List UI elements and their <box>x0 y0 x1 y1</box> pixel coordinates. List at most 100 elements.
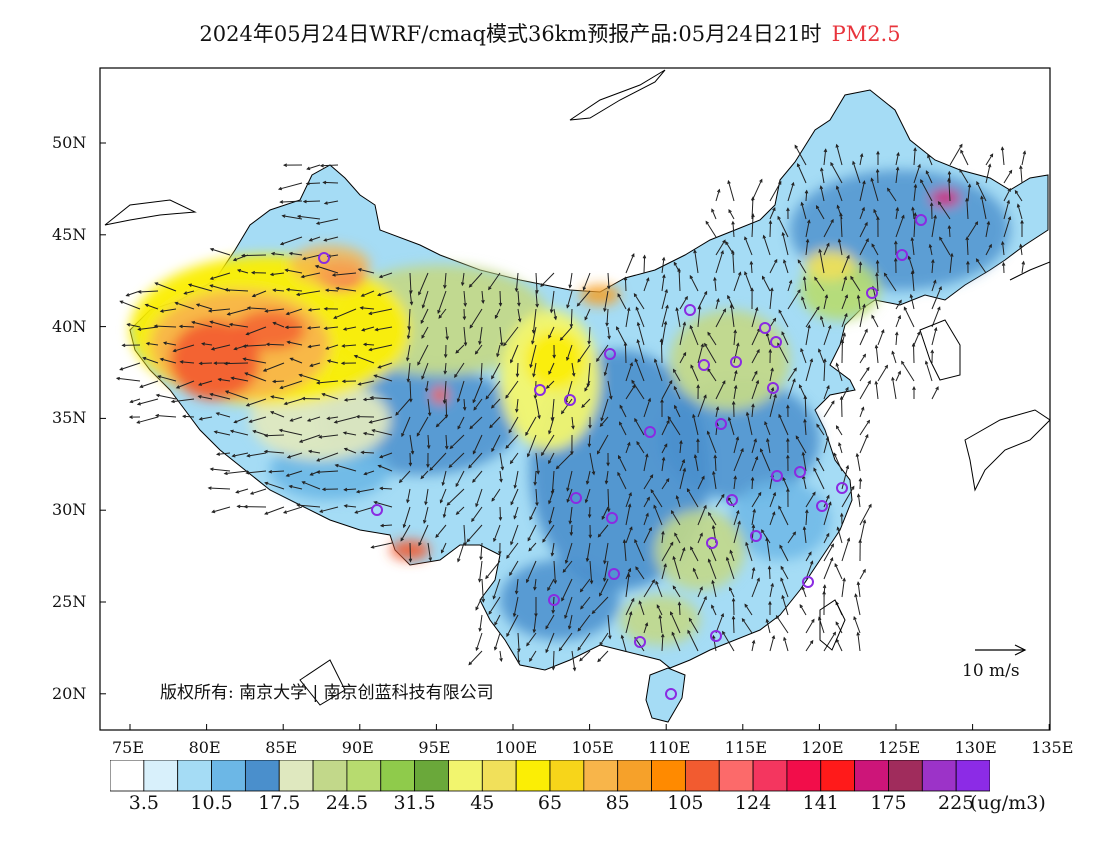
wind-arrow <box>309 362 321 367</box>
wind-arrow <box>503 326 519 347</box>
wind-arrow <box>727 179 735 202</box>
wind-arrow <box>527 524 537 542</box>
y-axis-label: 25N <box>52 592 87 611</box>
wind-arrow <box>769 287 774 310</box>
wind-arrow <box>416 416 429 437</box>
wind-arrow <box>162 341 177 346</box>
wind-arrow <box>444 434 449 450</box>
wind-arrow <box>277 182 303 191</box>
wind-arrow <box>620 634 627 652</box>
wind-arrow <box>499 326 504 347</box>
wind-arrow <box>607 326 611 340</box>
wind-arrow <box>895 299 902 310</box>
wind-arrow <box>587 506 592 519</box>
wind-arrow <box>895 166 900 184</box>
wind-arrow <box>589 560 594 585</box>
wind-arrow <box>751 178 763 202</box>
wind-arrow <box>584 380 591 392</box>
wind-arrow <box>886 187 897 202</box>
wind-arrow <box>576 290 591 307</box>
colorbar-label: 105 <box>667 792 704 814</box>
wind-arrow <box>547 578 555 592</box>
wind-arrow <box>733 475 737 490</box>
wind-arrow <box>571 416 575 430</box>
wind-arrow <box>588 524 593 539</box>
wind-arrow <box>406 488 411 504</box>
wind-arrow <box>820 167 825 184</box>
colorbar-label: 225 <box>938 792 975 814</box>
wind-arrow <box>818 248 825 274</box>
wind-arrow <box>731 220 735 238</box>
wind-arrow <box>460 272 465 287</box>
wind-arrow <box>805 238 810 256</box>
wind-arrow <box>805 639 814 652</box>
wind-arrow <box>835 621 843 634</box>
wind-arrow <box>446 488 465 506</box>
wind-arrow <box>341 379 357 384</box>
wind-arrow <box>1003 199 1010 220</box>
wind-arrow <box>787 367 797 382</box>
wind-arrow <box>579 578 591 593</box>
wind-arrow <box>823 400 835 418</box>
wind-arrow <box>960 149 969 166</box>
station-marker <box>634 636 646 648</box>
wind-arrow <box>607 614 612 640</box>
wind-arrow <box>154 413 177 418</box>
wind-arrow <box>305 181 321 186</box>
wind-arrow <box>597 650 609 663</box>
wind-arrow <box>443 362 448 375</box>
wind-arrow <box>911 206 915 220</box>
wind-arrow <box>224 288 249 292</box>
wind-arrow <box>876 150 880 165</box>
title-variable: PM2.5 <box>831 22 901 46</box>
wind-arrow <box>823 294 829 310</box>
map-title: 2024年05月24日WRF/cmaq模式36km预报产品:05月24日21时 P… <box>0 18 1100 48</box>
wind-arrow <box>529 344 537 369</box>
wind-arrow <box>119 362 141 371</box>
station-marker <box>866 287 878 299</box>
wind-arrow <box>729 586 735 598</box>
y-axis-label: 45N <box>52 224 87 244</box>
wind-arrow <box>542 524 555 543</box>
wind-arrow <box>529 650 537 662</box>
wind-arrow <box>245 470 267 475</box>
wind-arrow <box>282 506 303 514</box>
wind-arrow <box>931 306 941 328</box>
wind-arrow <box>409 434 415 455</box>
wind-arrow <box>729 303 735 328</box>
wind-arrow <box>531 308 537 334</box>
wind-arrow <box>471 506 483 523</box>
colorbar-swatch <box>786 760 822 792</box>
wind-arrow <box>661 563 667 580</box>
wind-arrow <box>786 207 790 220</box>
wind-arrow <box>559 326 573 341</box>
wind-arrow <box>282 163 303 167</box>
wind-arrow <box>924 360 933 382</box>
wind-arrow <box>859 406 865 418</box>
wind-arrow <box>856 493 861 508</box>
station-marker <box>726 494 738 506</box>
wind-arrow <box>174 301 195 310</box>
wind-arrow <box>362 431 375 436</box>
wind-arrow <box>931 214 937 238</box>
wind-arrow <box>769 206 776 220</box>
wind-arrow <box>875 272 879 292</box>
wind-arrow <box>744 271 753 292</box>
wind-arrow <box>139 380 159 388</box>
wind-arrow <box>442 380 447 405</box>
wind-arrow <box>242 344 267 348</box>
station-marker <box>794 466 806 478</box>
wind-arrow <box>566 488 573 503</box>
colorbar-swatch <box>244 760 280 792</box>
wind-arrow <box>949 143 963 166</box>
wind-arrow <box>787 289 801 310</box>
wind-arrow <box>653 504 663 526</box>
wind-arrow <box>499 470 503 483</box>
wind-arrow <box>510 344 519 364</box>
wind-arrow <box>813 467 825 490</box>
wind-arrow <box>513 506 519 520</box>
wind-arrow <box>856 294 861 310</box>
wind-arrow <box>288 251 303 256</box>
wind-arrow <box>1020 219 1024 237</box>
wind-arrow <box>877 364 888 382</box>
